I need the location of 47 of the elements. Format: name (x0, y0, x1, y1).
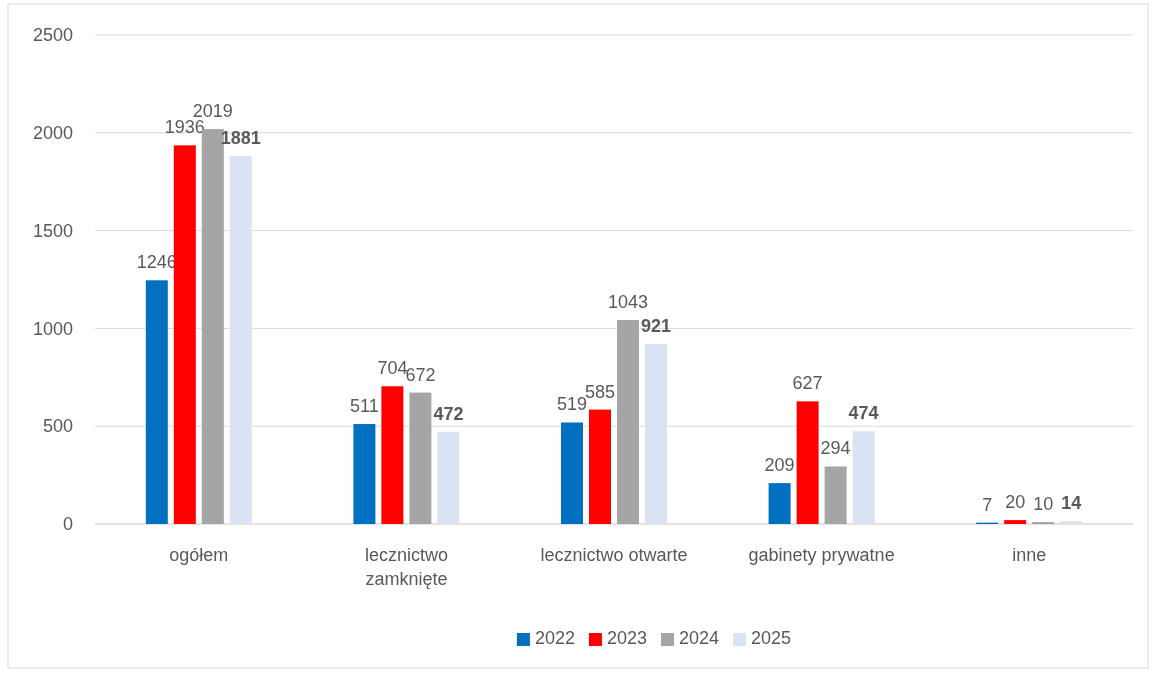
y-tick-label: 1000 (32, 318, 73, 339)
bar (617, 319, 639, 524)
bar (796, 401, 819, 524)
bar (381, 386, 404, 524)
y-tick-label: 0 (62, 514, 73, 535)
data-label: 472 (433, 403, 464, 424)
data-label: 627 (792, 373, 823, 394)
data-label: 921 (640, 315, 672, 336)
bar (645, 343, 667, 524)
bar (409, 392, 432, 524)
bar (824, 466, 847, 524)
x-tick-label: gabinety prywatne (748, 544, 895, 565)
bar (229, 156, 252, 524)
bar (437, 431, 460, 524)
bar (589, 409, 611, 524)
x-tick-label: ogółem (169, 544, 229, 565)
data-label: 1043 (607, 291, 649, 312)
data-label: 10 (1033, 494, 1054, 515)
bar (353, 424, 376, 524)
legend-label: 2025 (751, 628, 792, 648)
y-tick-label: 2000 (32, 123, 73, 144)
legend-label: 2023 (606, 628, 647, 648)
data-label: 294 (820, 438, 851, 459)
data-label: 1936 (164, 117, 205, 138)
bar (852, 431, 875, 524)
bar (768, 483, 791, 524)
legend-label: 2024 (679, 628, 720, 648)
data-label: 1881 (220, 128, 261, 149)
y-tick-label: 2500 (32, 25, 73, 46)
x-tick-label: lecznictwo otwarte (540, 544, 688, 565)
bar (173, 145, 196, 524)
bar (1004, 520, 1027, 524)
y-tick-label: 1500 (32, 220, 73, 241)
x-tick-label: lecznictwo zamknięte (364, 544, 448, 590)
x-tick-label: inne (1012, 544, 1047, 565)
data-label: 511 (350, 396, 379, 417)
data-label: 474 (848, 403, 879, 424)
data-label: 20 (1005, 492, 1026, 513)
bar (145, 280, 168, 524)
bar (1060, 521, 1083, 524)
y-tick-label: 500 (42, 416, 73, 437)
legend-label: 2022 (534, 628, 575, 648)
data-label: 7 (982, 494, 993, 515)
bar (561, 422, 583, 524)
data-label: 14 (1061, 493, 1082, 514)
data-label: 209 (764, 455, 795, 476)
data-label: 672 (405, 364, 436, 385)
